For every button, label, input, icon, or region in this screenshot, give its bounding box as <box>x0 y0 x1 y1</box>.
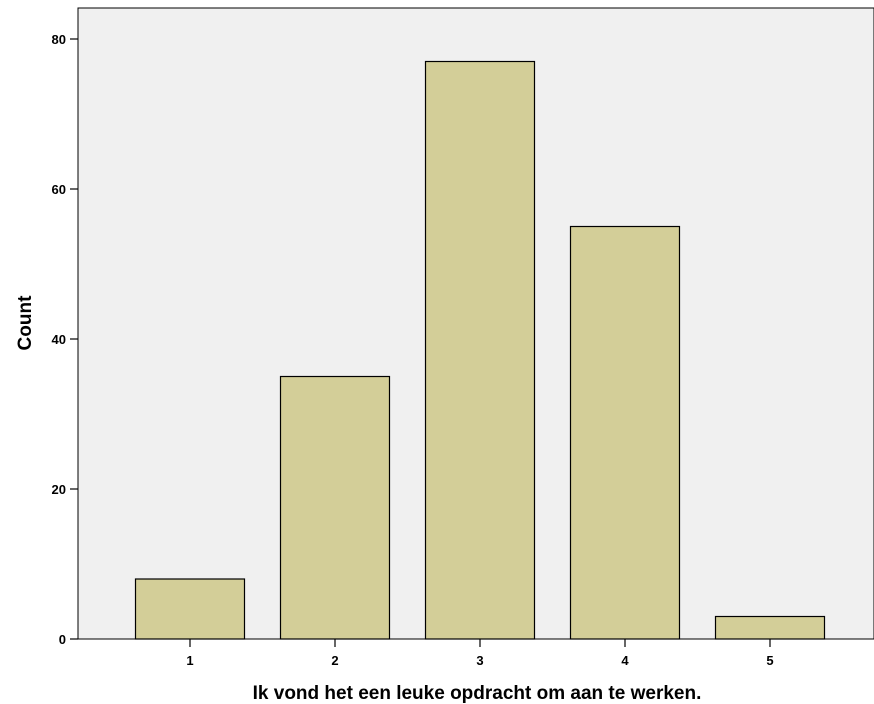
x-axis: 1 2 3 4 5 <box>186 639 774 668</box>
bar-1 <box>134 578 246 640</box>
x-tick-label: 4 <box>621 653 629 668</box>
bar-4 <box>569 225 681 640</box>
x-tick-label: 5 <box>766 653 773 668</box>
bar-5 <box>714 615 826 640</box>
bars-group <box>134 60 826 640</box>
y-tick-label: 40 <box>52 332 66 347</box>
x-tick-label: 3 <box>476 653 483 668</box>
y-tick-label: 80 <box>52 32 66 47</box>
bar-3 <box>424 60 536 640</box>
x-tick-label: 2 <box>331 653 338 668</box>
y-tick-label: 60 <box>52 182 66 197</box>
y-axis: 0 20 40 60 80 <box>52 32 78 647</box>
y-tick-label: 0 <box>59 632 66 647</box>
x-axis-title: Ik vond het een leuke opdracht om aan te… <box>253 683 702 704</box>
x-tick-label: 1 <box>186 653 193 668</box>
y-axis-title: Count <box>15 295 36 351</box>
bar-2 <box>279 375 391 640</box>
y-tick-label: 20 <box>52 482 66 497</box>
